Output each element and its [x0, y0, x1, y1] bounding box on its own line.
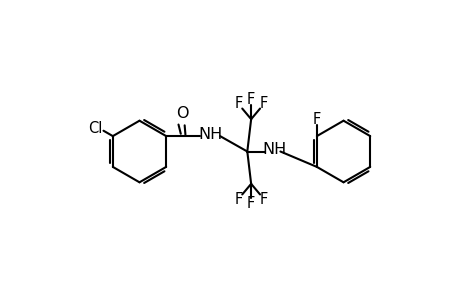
Text: F: F [234, 96, 242, 111]
Text: NH: NH [262, 142, 286, 158]
Text: F: F [259, 192, 268, 207]
Text: F: F [234, 192, 242, 207]
Text: F: F [259, 96, 268, 111]
Text: NH: NH [198, 127, 223, 142]
Text: F: F [246, 92, 255, 106]
Text: F: F [312, 112, 320, 127]
Text: O: O [176, 106, 188, 121]
Text: F: F [246, 196, 255, 211]
Text: Cl: Cl [88, 121, 102, 136]
